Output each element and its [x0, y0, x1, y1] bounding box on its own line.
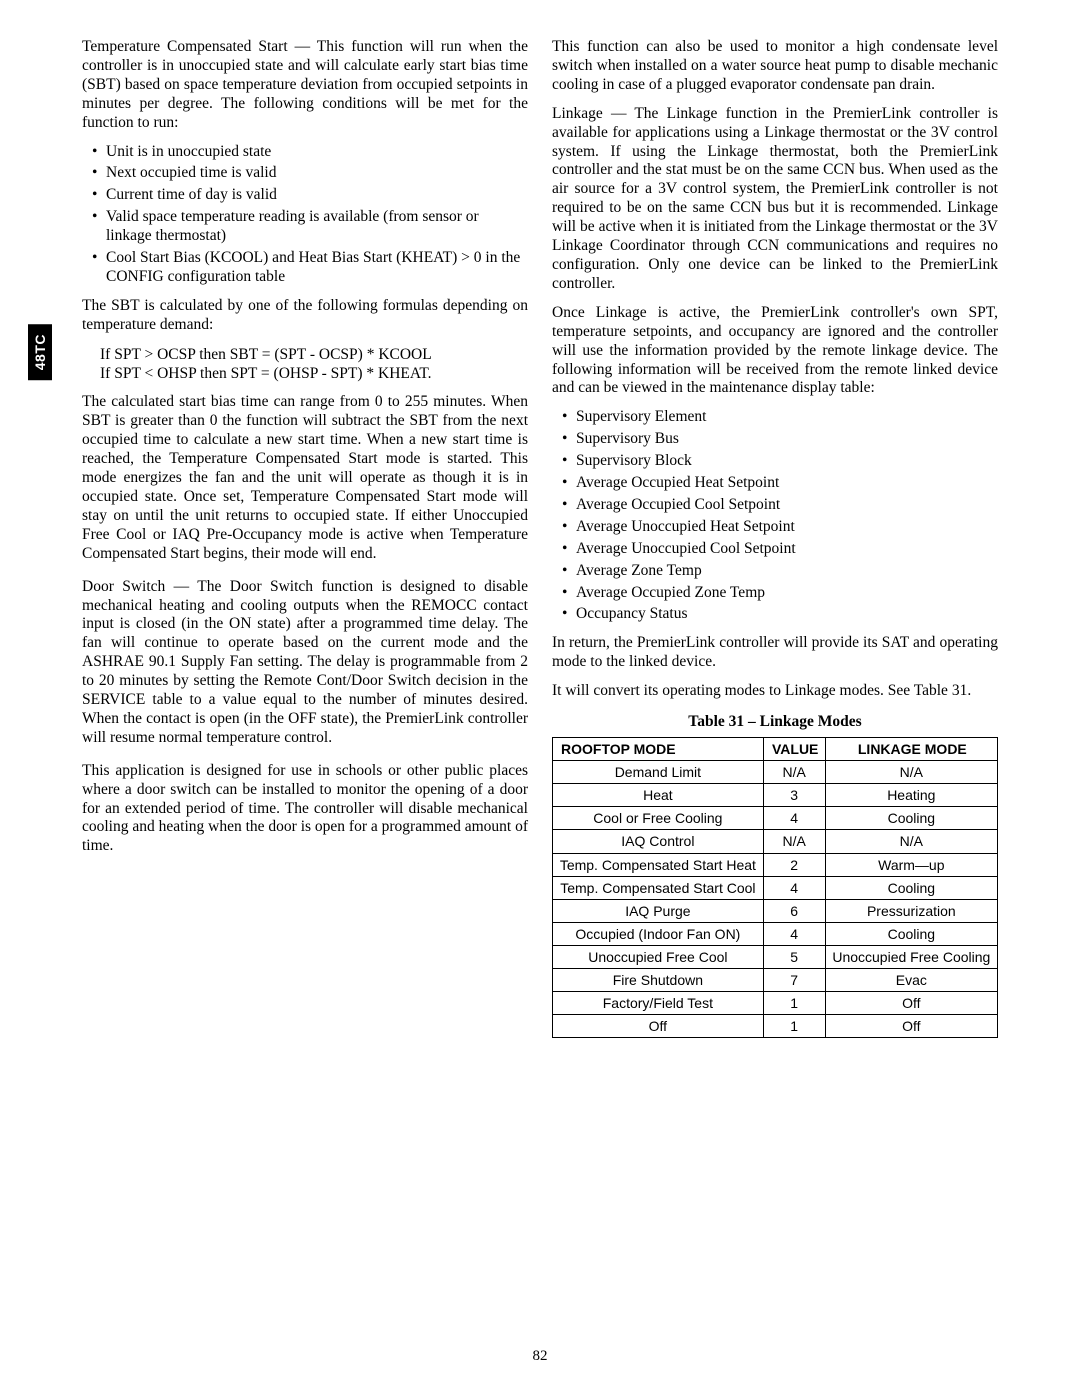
right-column: This function can also be used to monito… — [552, 38, 998, 1038]
list-item: Valid space temperature reading is avail… — [82, 208, 528, 246]
table-row: Off1Off — [553, 1015, 998, 1038]
table-cell: 6 — [763, 899, 825, 922]
table-body: Demand LimitN/AN/A Heat3Heating Cool or … — [553, 761, 998, 1038]
linkage-active-para: Once Linkage is active, the PremierLink … — [552, 304, 998, 399]
table-cell: Occupied (Indoor Fan ON) — [553, 922, 764, 945]
page-number: 82 — [0, 1348, 1080, 1365]
content-columns: Temperature Compensated Start — This fun… — [82, 38, 998, 1038]
table-cell: Fire Shutdown — [553, 969, 764, 992]
side-tab: 48TC — [28, 324, 52, 380]
table-row: Occupied (Indoor Fan ON)4Cooling — [553, 922, 998, 945]
table-cell: Temp. Compensated Start Cool — [553, 876, 764, 899]
table-cell: Unoccupied Free Cooling — [825, 945, 997, 968]
table-cell: Cooling — [825, 922, 997, 945]
table-header: LINKAGE MODE — [825, 738, 997, 761]
table-cell: Heat — [553, 784, 764, 807]
list-item: Unit is in unoccupied state — [82, 143, 528, 162]
sbt-range-para: The calculated start bias time can range… — [82, 393, 528, 563]
table-row: Cool or Free Cooling4Cooling — [553, 807, 998, 830]
table-cell: Off — [825, 992, 997, 1015]
list-item: Average Zone Temp — [552, 562, 998, 581]
table-row: Temp. Compensated Start Heat2Warm—up — [553, 853, 998, 876]
tcs-conditions-list: Unit is in unoccupied state Next occupie… — [82, 143, 528, 287]
table-header-row: ROOFTOP MODE VALUE LINKAGE MODE — [553, 738, 998, 761]
table-cell: 1 — [763, 992, 825, 1015]
table-cell: 5 — [763, 945, 825, 968]
list-item: Supervisory Element — [552, 408, 998, 427]
table-title: Table 31 – Linkage Modes — [552, 713, 998, 731]
table-cell: N/A — [825, 830, 997, 853]
table-header: VALUE — [763, 738, 825, 761]
table-cell: Unoccupied Free Cool — [553, 945, 764, 968]
table-cell: 4 — [763, 922, 825, 945]
sat-para: In return, the PremierLink controller wi… — [552, 634, 998, 672]
table-row: Factory/Field Test1Off — [553, 992, 998, 1015]
condensate-para: This function can also be used to monito… — [552, 38, 998, 95]
table-cell: 1 — [763, 1015, 825, 1038]
left-column: Temperature Compensated Start — This fun… — [82, 38, 528, 1038]
table-cell: Off — [553, 1015, 764, 1038]
list-item: Current time of day is valid — [82, 186, 528, 205]
formula-block: If SPT > OCSP then SBT = (SPT - OCSP) * … — [100, 345, 528, 384]
table-cell: Off — [825, 1015, 997, 1038]
table-cell: Temp. Compensated Start Heat — [553, 853, 764, 876]
sbt-formula-intro: The SBT is calculated by one of the foll… — [82, 297, 528, 335]
table-row: Fire Shutdown7Evac — [553, 969, 998, 992]
list-item: Average Occupied Zone Temp — [552, 584, 998, 603]
table-cell: N/A — [825, 761, 997, 784]
table-cell: Demand Limit — [553, 761, 764, 784]
table-row: IAQ ControlN/AN/A — [553, 830, 998, 853]
table-cell: Warm—up — [825, 853, 997, 876]
list-item: Average Occupied Heat Setpoint — [552, 474, 998, 493]
table-cell: 4 — [763, 807, 825, 830]
table-cell: N/A — [763, 761, 825, 784]
application-para: This application is designed for use in … — [82, 762, 528, 857]
table-cell: N/A — [763, 830, 825, 853]
formula-line: If SPT < OHSP then SPT = (OHSP - SPT) * … — [100, 364, 528, 383]
table-cell: Factory/Field Test — [553, 992, 764, 1015]
list-item: Occupancy Status — [552, 605, 998, 624]
linkage-info-list: Supervisory Element Supervisory Bus Supe… — [552, 408, 998, 624]
table-row: IAQ Purge6Pressurization — [553, 899, 998, 922]
table-header: ROOFTOP MODE — [553, 738, 764, 761]
list-item: Average Occupied Cool Setpoint — [552, 496, 998, 515]
list-item: Average Unoccupied Heat Setpoint — [552, 518, 998, 537]
table-cell: 2 — [763, 853, 825, 876]
formula-line: If SPT > OCSP then SBT = (SPT - OCSP) * … — [100, 345, 528, 364]
table-cell: 7 — [763, 969, 825, 992]
table-cell: IAQ Control — [553, 830, 764, 853]
list-item: Supervisory Bus — [552, 430, 998, 449]
table-row: Heat3Heating — [553, 784, 998, 807]
table-cell: Cooling — [825, 876, 997, 899]
table-row: Unoccupied Free Cool5Unoccupied Free Coo… — [553, 945, 998, 968]
table-cell: Heating — [825, 784, 997, 807]
table-cell: 3 — [763, 784, 825, 807]
table-cell: IAQ Purge — [553, 899, 764, 922]
table-cell: Evac — [825, 969, 997, 992]
linkage-intro-para: Linkage — The Linkage function in the Pr… — [552, 105, 998, 294]
list-item: Next occupied time is valid — [82, 164, 528, 183]
linkage-modes-table: ROOFTOP MODE VALUE LINKAGE MODE Demand L… — [552, 737, 998, 1038]
list-item: Supervisory Block — [552, 452, 998, 471]
table-cell: Cool or Free Cooling — [553, 807, 764, 830]
door-switch-para: Door Switch — The Door Switch function i… — [82, 578, 528, 748]
table-row: Temp. Compensated Start Cool4Cooling — [553, 876, 998, 899]
table-cell: Cooling — [825, 807, 997, 830]
tcs-intro: Temperature Compensated Start — This fun… — [82, 38, 528, 133]
table-row: Demand LimitN/AN/A — [553, 761, 998, 784]
table-cell: Pressurization — [825, 899, 997, 922]
table-cell: 4 — [763, 876, 825, 899]
list-item: Average Unoccupied Cool Setpoint — [552, 540, 998, 559]
convert-para: It will convert its operating modes to L… — [552, 682, 998, 701]
list-item: Cool Start Bias (KCOOL) and Heat Bias St… — [82, 249, 528, 287]
